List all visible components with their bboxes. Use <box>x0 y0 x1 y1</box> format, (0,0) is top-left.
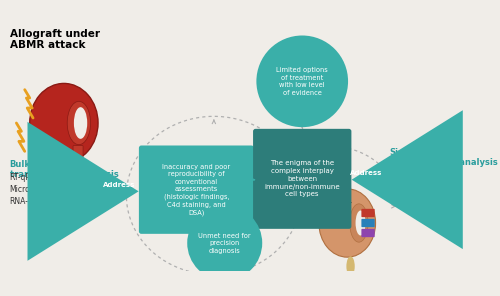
Ellipse shape <box>319 189 376 257</box>
Ellipse shape <box>350 204 368 242</box>
FancyBboxPatch shape <box>73 146 83 162</box>
Text: ScRNA-seq: ScRNA-seq <box>389 166 434 175</box>
FancyBboxPatch shape <box>253 129 352 229</box>
Ellipse shape <box>346 256 354 276</box>
Text: Bulk
transcriptome analysis: Bulk transcriptome analysis <box>10 160 118 179</box>
Ellipse shape <box>30 83 98 163</box>
Text: Limited options
of treatment
with low level
of evidence: Limited options of treatment with low le… <box>276 67 328 96</box>
FancyBboxPatch shape <box>139 146 254 234</box>
Text: The enigma of the
complex interplay
between
immune/non-immune
cell types: The enigma of the complex interplay betw… <box>264 160 340 197</box>
Text: Inaccuracy and poor
reproducibility of
conventional
assessments
(histologic find: Inaccuracy and poor reproducibility of c… <box>162 164 230 216</box>
Text: Allograft under
ABMR attack: Allograft under ABMR attack <box>10 29 100 50</box>
Text: Single-cell
transcriptome analysis: Single-cell transcriptome analysis <box>389 148 498 168</box>
Text: Healthy
allograft: Healthy allograft <box>306 200 356 221</box>
Ellipse shape <box>67 101 90 145</box>
FancyBboxPatch shape <box>362 229 374 237</box>
Text: Address: Address <box>102 182 135 188</box>
FancyBboxPatch shape <box>362 209 374 217</box>
Ellipse shape <box>74 107 87 139</box>
Text: RT-qPCR
Microarray
RNA-seq: RT-qPCR Microarray RNA-seq <box>10 173 51 206</box>
Ellipse shape <box>356 210 366 236</box>
Text: Address: Address <box>350 170 382 176</box>
FancyBboxPatch shape <box>362 219 374 227</box>
Circle shape <box>187 205 262 281</box>
Circle shape <box>256 36 348 127</box>
Text: Unmet need for
precision
diagnosis: Unmet need for precision diagnosis <box>198 232 251 253</box>
